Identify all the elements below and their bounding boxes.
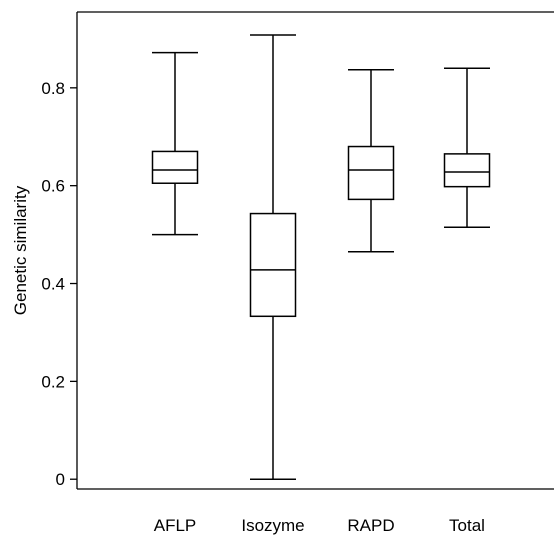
y-axis-ticks: 0 0.2 0.4 0.6 0.8 [41,79,77,489]
x-tick-label: Isozyme [241,516,304,535]
x-tick-label: AFLP [154,516,197,535]
iqr-box [443,153,491,188]
box-aflp [151,51,199,236]
box-total [443,67,491,229]
box-isozyme [249,34,297,480]
y-tick-label: 0.2 [41,372,65,391]
y-tick-label: 0.6 [41,177,65,196]
box-series [151,34,491,480]
y-tick-label: 0.4 [41,275,65,294]
x-axis-labels: AFLP Isozyme RAPD Total [154,516,485,535]
y-tick-label: 0.8 [41,79,65,98]
x-tick-label: Total [449,516,485,535]
y-axis-title: Genetic similarity [11,185,30,315]
y-tick-label: 0 [56,470,65,489]
x-tick-label: RAPD [347,516,394,535]
iqr-box [347,145,395,201]
box-rapd [347,68,395,253]
iqr-box [249,212,297,318]
iqr-box [151,150,199,184]
